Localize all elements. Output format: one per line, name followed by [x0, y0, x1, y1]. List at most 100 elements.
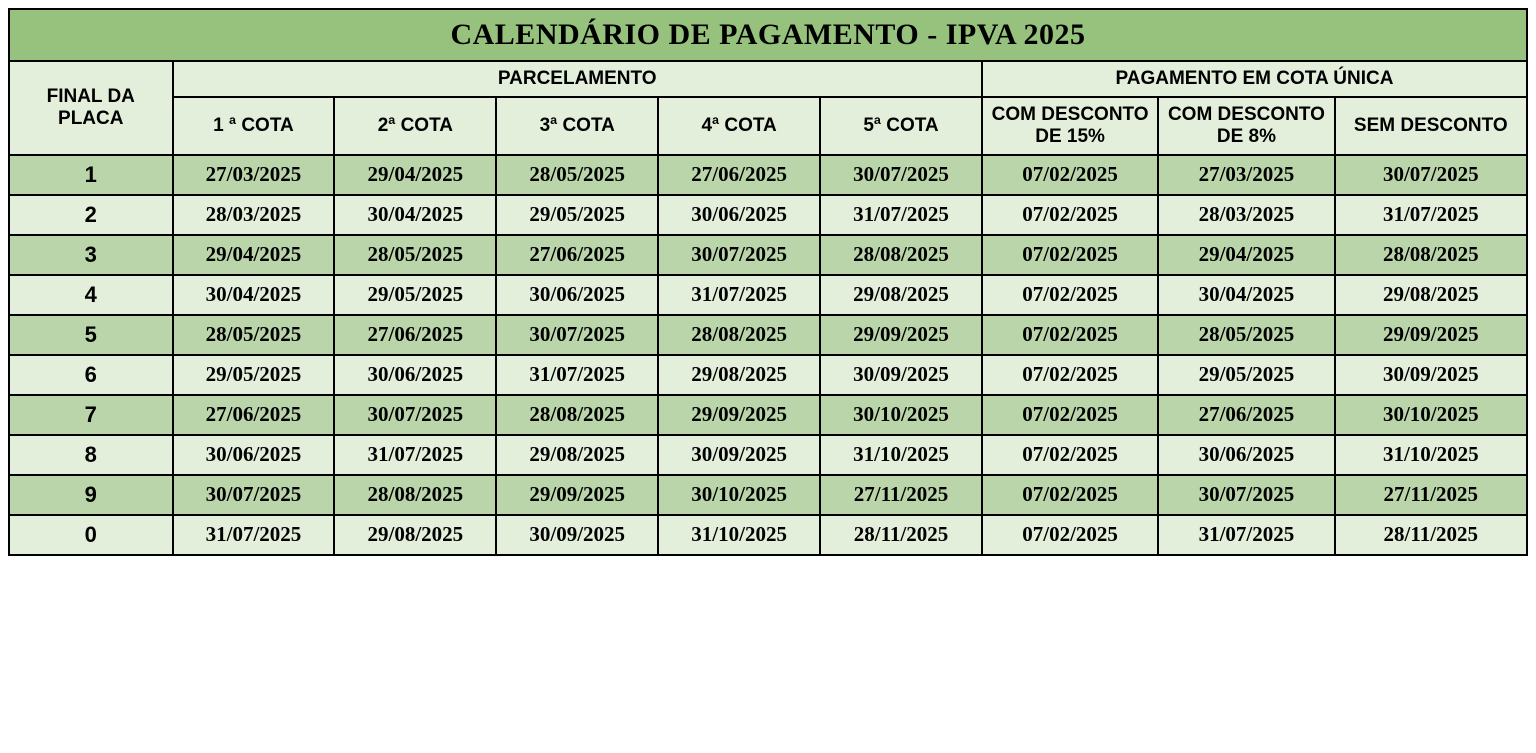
cota3-cell: 29/05/2025	[496, 195, 658, 235]
placa-cell: 5	[9, 315, 173, 355]
table-row: 528/05/202527/06/202530/07/202528/08/202…	[9, 315, 1527, 355]
desc8-cell: 27/06/2025	[1158, 395, 1334, 435]
header-cota1: 1 ª COTA	[173, 97, 335, 155]
table-row: 830/06/202531/07/202529/08/202530/09/202…	[9, 435, 1527, 475]
cota5-cell: 28/11/2025	[820, 515, 982, 555]
cota4-cell: 30/07/2025	[658, 235, 820, 275]
cota1-cell: 29/05/2025	[173, 355, 335, 395]
cota1-cell: 30/07/2025	[173, 475, 335, 515]
cota1-cell: 28/05/2025	[173, 315, 335, 355]
cota4-cell: 28/08/2025	[658, 315, 820, 355]
cota5-cell: 31/07/2025	[820, 195, 982, 235]
cota2-cell: 28/05/2025	[334, 235, 496, 275]
placa-cell: 2	[9, 195, 173, 235]
table-row: 329/04/202528/05/202527/06/202530/07/202…	[9, 235, 1527, 275]
sem-desc-cell: 29/08/2025	[1335, 275, 1527, 315]
placa-cell: 8	[9, 435, 173, 475]
placa-cell: 9	[9, 475, 173, 515]
header-cota5: 5ª COTA	[820, 97, 982, 155]
cota4-cell: 30/10/2025	[658, 475, 820, 515]
cota1-cell: 30/06/2025	[173, 435, 335, 475]
cota4-cell: 31/07/2025	[658, 275, 820, 315]
sem-desc-cell: 27/11/2025	[1335, 475, 1527, 515]
placa-cell: 3	[9, 235, 173, 275]
cota3-cell: 29/08/2025	[496, 435, 658, 475]
cota4-cell: 31/10/2025	[658, 515, 820, 555]
cota1-cell: 28/03/2025	[173, 195, 335, 235]
table-row: 727/06/202530/07/202528/08/202529/09/202…	[9, 395, 1527, 435]
cota5-cell: 30/07/2025	[820, 155, 982, 195]
desc15-cell: 07/02/2025	[982, 155, 1158, 195]
header-parcelamento: PARCELAMENTO	[173, 61, 982, 97]
cota3-cell: 27/06/2025	[496, 235, 658, 275]
desc8-cell: 31/07/2025	[1158, 515, 1334, 555]
header-cota3: 3ª COTA	[496, 97, 658, 155]
cota4-cell: 30/09/2025	[658, 435, 820, 475]
cota5-cell: 27/11/2025	[820, 475, 982, 515]
cota4-cell: 30/06/2025	[658, 195, 820, 235]
desc15-cell: 07/02/2025	[982, 195, 1158, 235]
cota1-cell: 30/04/2025	[173, 275, 335, 315]
desc8-cell: 30/04/2025	[1158, 275, 1334, 315]
cota1-cell: 27/06/2025	[173, 395, 335, 435]
cota4-cell: 29/09/2025	[658, 395, 820, 435]
desc15-cell: 07/02/2025	[982, 435, 1158, 475]
sem-desc-cell: 30/09/2025	[1335, 355, 1527, 395]
cota3-cell: 30/06/2025	[496, 275, 658, 315]
table-row: 930/07/202528/08/202529/09/202530/10/202…	[9, 475, 1527, 515]
cota2-cell: 28/08/2025	[334, 475, 496, 515]
cota2-cell: 29/05/2025	[334, 275, 496, 315]
cota5-cell: 29/08/2025	[820, 275, 982, 315]
desc15-cell: 07/02/2025	[982, 275, 1158, 315]
ipva-calendar-table: CALENDÁRIO DE PAGAMENTO - IPVA 2025 FINA…	[8, 8, 1528, 556]
cota5-cell: 29/09/2025	[820, 315, 982, 355]
header-desc15: COM DESCONTO DE 15%	[982, 97, 1158, 155]
desc15-cell: 07/02/2025	[982, 355, 1158, 395]
cota2-cell: 30/04/2025	[334, 195, 496, 235]
header-cota4: 4ª COTA	[658, 97, 820, 155]
desc8-cell: 29/04/2025	[1158, 235, 1334, 275]
sem-desc-cell: 28/11/2025	[1335, 515, 1527, 555]
table-row: 127/03/202529/04/202528/05/202527/06/202…	[9, 155, 1527, 195]
table-row: 629/05/202530/06/202531/07/202529/08/202…	[9, 355, 1527, 395]
cota5-cell: 31/10/2025	[820, 435, 982, 475]
cota2-cell: 29/04/2025	[334, 155, 496, 195]
cota2-cell: 31/07/2025	[334, 435, 496, 475]
desc15-cell: 07/02/2025	[982, 515, 1158, 555]
header-cota-unica: PAGAMENTO EM COTA ÚNICA	[982, 61, 1527, 97]
title-row: CALENDÁRIO DE PAGAMENTO - IPVA 2025	[9, 9, 1527, 61]
sem-desc-cell: 29/09/2025	[1335, 315, 1527, 355]
cota1-cell: 29/04/2025	[173, 235, 335, 275]
table-row: 430/04/202529/05/202530/06/202531/07/202…	[9, 275, 1527, 315]
header-cota2: 2ª COTA	[334, 97, 496, 155]
cota1-cell: 31/07/2025	[173, 515, 335, 555]
desc8-cell: 28/03/2025	[1158, 195, 1334, 235]
cota3-cell: 30/09/2025	[496, 515, 658, 555]
cota3-cell: 28/05/2025	[496, 155, 658, 195]
desc8-cell: 29/05/2025	[1158, 355, 1334, 395]
table-row: 031/07/202529/08/202530/09/202531/10/202…	[9, 515, 1527, 555]
sem-desc-cell: 30/07/2025	[1335, 155, 1527, 195]
placa-cell: 4	[9, 275, 173, 315]
placa-cell: 6	[9, 355, 173, 395]
desc8-cell: 30/06/2025	[1158, 435, 1334, 475]
table-title: CALENDÁRIO DE PAGAMENTO - IPVA 2025	[9, 9, 1527, 61]
cota3-cell: 28/08/2025	[496, 395, 658, 435]
cota5-cell: 30/09/2025	[820, 355, 982, 395]
desc15-cell: 07/02/2025	[982, 475, 1158, 515]
cota4-cell: 29/08/2025	[658, 355, 820, 395]
cota2-cell: 29/08/2025	[334, 515, 496, 555]
desc8-cell: 28/05/2025	[1158, 315, 1334, 355]
header-row-1: FINAL DA PLACA PARCELAMENTO PAGAMENTO EM…	[9, 61, 1527, 97]
desc8-cell: 30/07/2025	[1158, 475, 1334, 515]
cota2-cell: 27/06/2025	[334, 315, 496, 355]
desc15-cell: 07/02/2025	[982, 315, 1158, 355]
sem-desc-cell: 31/07/2025	[1335, 195, 1527, 235]
cota1-cell: 27/03/2025	[173, 155, 335, 195]
cota3-cell: 30/07/2025	[496, 315, 658, 355]
table-body: 127/03/202529/04/202528/05/202527/06/202…	[9, 155, 1527, 555]
desc15-cell: 07/02/2025	[982, 235, 1158, 275]
sem-desc-cell: 31/10/2025	[1335, 435, 1527, 475]
placa-cell: 7	[9, 395, 173, 435]
cota2-cell: 30/07/2025	[334, 395, 496, 435]
